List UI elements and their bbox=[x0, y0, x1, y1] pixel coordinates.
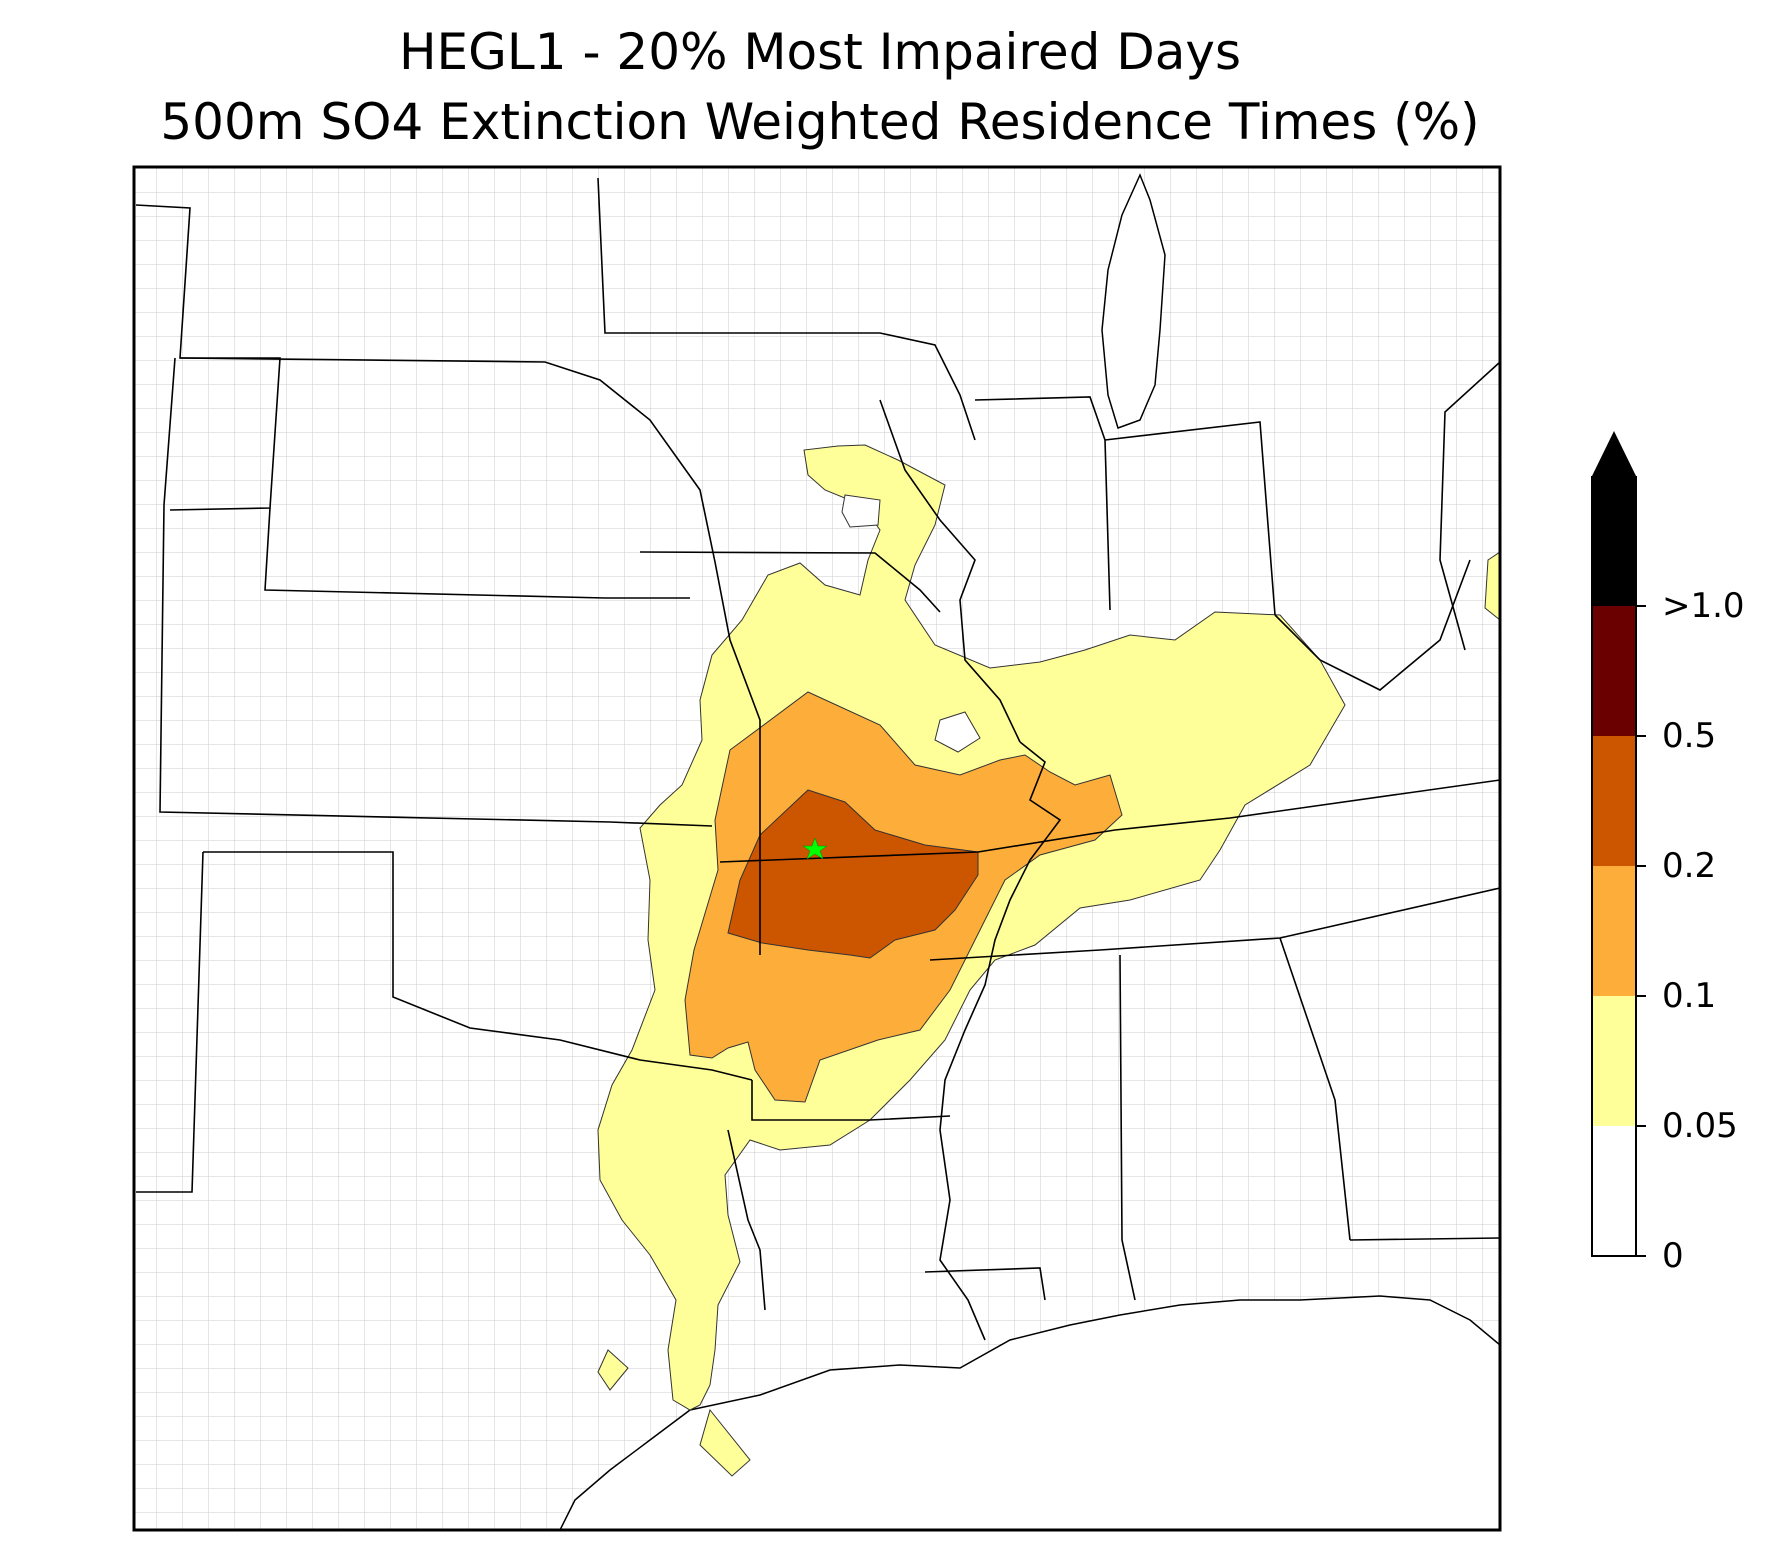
contour-0.05-island-2 bbox=[597, 1349, 629, 1391]
map-panel bbox=[134, 167, 1500, 1530]
map-frame bbox=[132, 165, 1502, 1532]
colorbar-tick-label: 0.2 bbox=[1662, 846, 1717, 886]
colorbar-band-1 bbox=[1592, 996, 1636, 1126]
contour-0.05-hole-1 bbox=[841, 494, 881, 528]
gulf-of-mexico bbox=[559, 1295, 1500, 1530]
colorbar-band-4 bbox=[1592, 606, 1636, 736]
site-star-icon bbox=[802, 837, 828, 860]
contour-0.05-hole-2 bbox=[934, 711, 981, 753]
chart-title: HEGL1 - 20% Most Impaired Days bbox=[398, 23, 1242, 81]
chart-subtitle: 500m SO4 Extinction Weighted Residence T… bbox=[160, 93, 1480, 151]
contour-0.2 bbox=[727, 789, 979, 959]
colorbar-band-0 bbox=[1592, 1126, 1636, 1256]
colorbar-band-3 bbox=[1592, 736, 1636, 866]
colorbar-band-top bbox=[1592, 476, 1636, 606]
colorbar bbox=[1591, 431, 1646, 1257]
colorbar-extend-arrow bbox=[1592, 431, 1636, 476]
colorbar-band-2 bbox=[1592, 866, 1636, 996]
lake-michigan bbox=[1101, 173, 1166, 429]
colorbar-tick-label: 0.1 bbox=[1662, 976, 1717, 1016]
contour-0.05-island-1 bbox=[1484, 551, 1500, 621]
contour-0.05-island-3 bbox=[699, 1408, 751, 1477]
state-boundaries bbox=[135, 177, 1500, 1341]
colorbar-tick-label: 0 bbox=[1662, 1236, 1684, 1276]
colorbar-tick-label: 0.05 bbox=[1662, 1106, 1738, 1146]
colorbar-tick-label: >1.0 bbox=[1662, 586, 1745, 626]
colorbar-tick-label: 0.5 bbox=[1662, 716, 1717, 756]
